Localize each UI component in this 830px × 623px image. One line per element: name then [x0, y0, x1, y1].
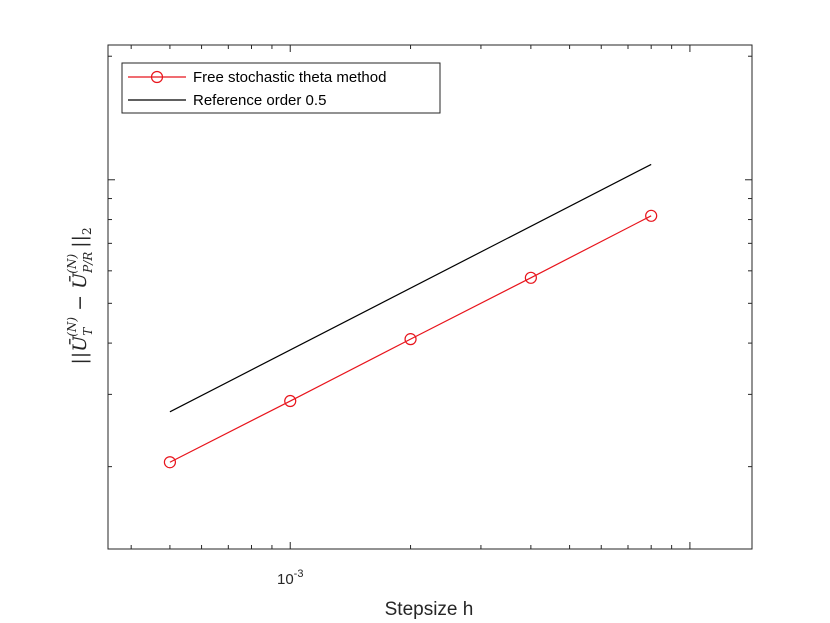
series-layer [163, 163, 658, 469]
data-point [163, 456, 177, 469]
legend-label: Free stochastic theta method [193, 69, 386, 86]
data-point [404, 333, 417, 346]
legend-item-0: Free stochastic theta method [128, 69, 386, 86]
data-point [284, 394, 297, 408]
x-axis-ticks [130, 45, 691, 549]
svg-text:||ŪT(N) − ŪP/R(N)||2: ||ŪT(N) − ŪP/R(N)||2 [65, 227, 95, 364]
x-axis-label: Stepsize h [385, 599, 474, 620]
data-point [645, 209, 658, 222]
plot-area [107, 44, 753, 550]
legend-swatch-marker [150, 70, 164, 84]
series-0 [163, 209, 658, 469]
series-1 [169, 163, 652, 413]
y-axis-label: ||ŪT(N) − ŪP/R(N)||2 [65, 227, 95, 364]
legend-box [121, 62, 441, 114]
y-axis-ticks [108, 55, 752, 468]
series-line [169, 163, 652, 413]
legend-label: Reference order 0.5 [193, 92, 326, 109]
axes-frame [107, 44, 753, 550]
legend-item-1: Reference order 0.5 [128, 92, 326, 109]
data-point [524, 271, 537, 284]
x-tick-label: 10-3 [277, 568, 303, 588]
legend: Free stochastic theta method Reference o… [121, 62, 441, 114]
series-line [169, 215, 652, 463]
